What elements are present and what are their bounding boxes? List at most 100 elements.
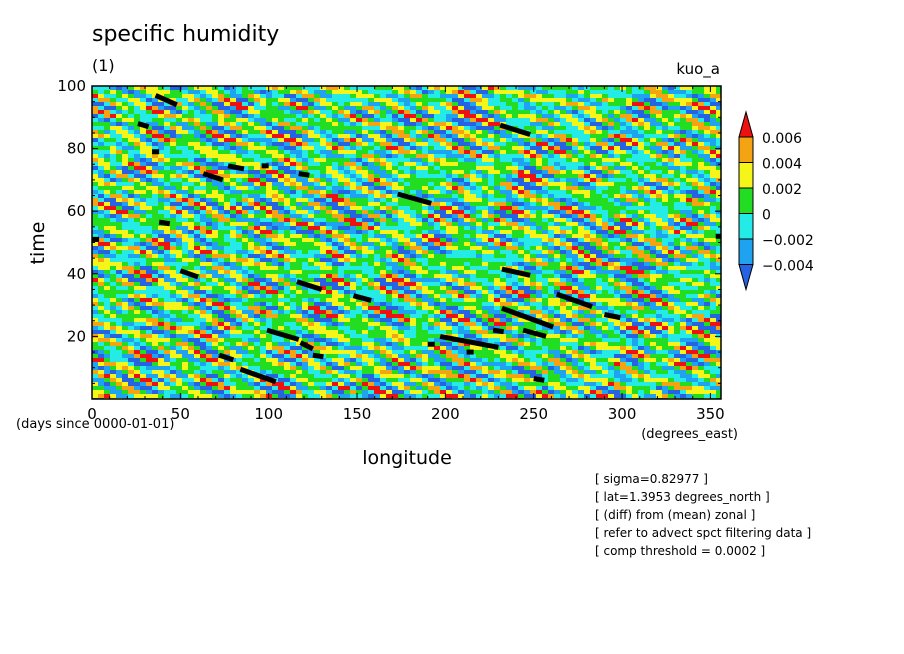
- field-cell: [680, 246, 687, 251]
- field-cell: [362, 90, 369, 95]
- field-cell: [368, 114, 375, 119]
- field-cell: [140, 266, 147, 271]
- field-cell: [422, 190, 429, 195]
- field-cell: [98, 142, 105, 147]
- field-cell: [308, 138, 315, 143]
- field-cell: [590, 218, 597, 223]
- field-cell: [602, 118, 609, 123]
- field-cell: [716, 246, 721, 251]
- field-cell: [242, 98, 249, 103]
- field-cell: [710, 90, 717, 95]
- field-cell: [356, 94, 363, 99]
- field-cell: [218, 174, 225, 179]
- field-cell: [230, 258, 237, 263]
- field-cell: [374, 106, 381, 111]
- field-cell: [308, 98, 315, 103]
- field-cell: [308, 250, 315, 255]
- field-cell: [500, 170, 507, 175]
- field-cell: [668, 198, 675, 203]
- field-cell: [326, 138, 333, 143]
- field-cell: [134, 202, 141, 207]
- field-cell: [656, 146, 663, 151]
- field-cell: [182, 246, 189, 251]
- field-cell: [386, 170, 393, 175]
- field-cell: [416, 110, 423, 115]
- field-cell: [614, 214, 621, 219]
- field-cell: [110, 226, 117, 231]
- field-cell: [584, 210, 591, 215]
- field-cell: [98, 266, 105, 271]
- field-cell: [656, 102, 663, 107]
- field-cell: [434, 154, 441, 159]
- field-cell: [446, 178, 453, 183]
- field-cell: [494, 254, 501, 259]
- field-cell: [644, 258, 651, 263]
- field-cell: [638, 94, 645, 99]
- field-cell: [326, 102, 333, 107]
- field-cell: [596, 154, 603, 159]
- field-cell: [578, 114, 585, 119]
- field-cell: [326, 154, 333, 159]
- field-cell: [554, 98, 561, 103]
- field-cell: [476, 170, 483, 175]
- field-cell: [176, 178, 183, 183]
- field-cell: [680, 134, 687, 139]
- field-cell: [632, 214, 639, 219]
- field-cell: [302, 262, 309, 267]
- field-cell: [242, 198, 249, 203]
- field-cell: [686, 250, 693, 255]
- field-cell: [410, 242, 417, 247]
- field-cell: [482, 226, 489, 231]
- field-cell: [692, 94, 699, 99]
- field-cell: [560, 174, 567, 179]
- field-cell: [536, 130, 543, 135]
- field-cell: [704, 90, 711, 95]
- field-cell: [578, 186, 585, 191]
- field-cell: [680, 226, 687, 231]
- field-cell: [212, 266, 219, 271]
- field-cell: [320, 86, 327, 91]
- field-cell: [506, 186, 513, 191]
- field-cell: [644, 222, 651, 227]
- field-cell: [152, 234, 159, 239]
- field-cell: [182, 178, 189, 183]
- field-cell: [362, 226, 369, 231]
- field-cell: [200, 110, 207, 115]
- field-cell: [374, 138, 381, 143]
- field-cell: [578, 174, 585, 179]
- field-cell: [530, 130, 537, 135]
- field-cell: [698, 234, 705, 239]
- field-cell: [710, 114, 717, 119]
- field-cell: [512, 254, 519, 259]
- field-cell: [98, 218, 105, 223]
- field-cell: [422, 214, 429, 219]
- field-cell: [662, 214, 669, 219]
- field-cell: [452, 230, 459, 235]
- field-cell: [614, 110, 621, 115]
- field-cell: [176, 118, 183, 123]
- field-cell: [338, 122, 345, 127]
- field-cell: [530, 214, 537, 219]
- field-cell: [242, 142, 249, 147]
- field-cell: [128, 90, 135, 95]
- field-cell: [536, 210, 543, 215]
- field-cell: [272, 250, 279, 255]
- field-cell: [290, 258, 297, 263]
- field-cell: [206, 138, 213, 143]
- field-cell: [338, 262, 345, 267]
- field-cell: [332, 142, 339, 147]
- field-cell: [176, 206, 183, 211]
- field-cell: [308, 94, 315, 99]
- field-cell: [398, 266, 405, 271]
- field-cell: [296, 154, 303, 159]
- field-cell: [266, 154, 273, 159]
- field-cell: [578, 122, 585, 127]
- field-cell: [650, 250, 657, 255]
- field-cell: [236, 218, 243, 223]
- field-cell: [656, 222, 663, 227]
- field-cell: [338, 126, 345, 131]
- field-cell: [260, 110, 267, 115]
- field-cell: [176, 194, 183, 199]
- field-cell: [590, 206, 597, 211]
- field-cell: [146, 202, 153, 207]
